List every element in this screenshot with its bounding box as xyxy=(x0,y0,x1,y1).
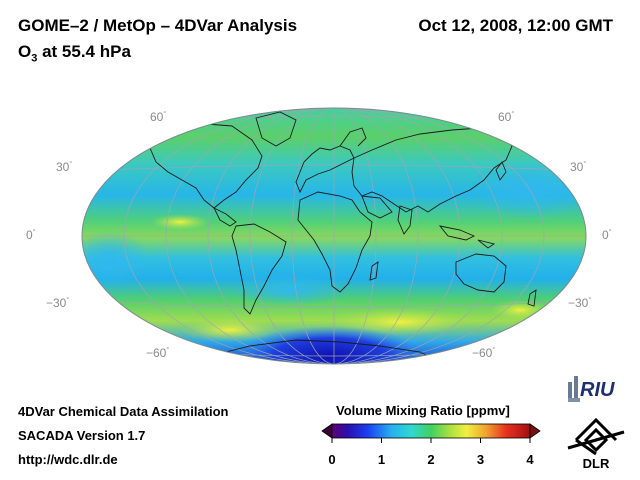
colorbar-tick-2: 2 xyxy=(427,452,435,467)
colorbar-min-arrow xyxy=(321,423,333,439)
riu-logo: RIU xyxy=(568,376,615,402)
lat-label-right-30: 30° xyxy=(570,160,587,174)
graticule xyxy=(82,108,586,364)
coastlines xyxy=(149,111,537,363)
ozone-field xyxy=(82,108,586,364)
lat-label-right-minus30: −30° xyxy=(568,296,592,310)
lat-label-left-minus30: −30° xyxy=(46,296,70,310)
svg-text:RIU: RIU xyxy=(580,379,615,401)
colorbar-tick-4: 4 xyxy=(526,452,534,467)
map-outline xyxy=(81,107,587,365)
lat-label-left-minus60: −60° xyxy=(146,346,170,360)
colorbar xyxy=(321,423,541,443)
species-level-title: O3 at 55.4 hPa xyxy=(18,42,131,65)
lat-label-left-0: 0° xyxy=(26,228,36,242)
dlr-logo: DLR xyxy=(567,417,625,470)
colorbar-max-arrow xyxy=(529,423,541,439)
colorbar-title: Volume Mixing Ratio [ppmv] xyxy=(336,403,510,418)
lat-label-left-30: 30° xyxy=(56,160,73,174)
lat-label-left-60: 60° xyxy=(150,110,167,124)
product-title: GOME–2 / MetOp – 4DVar Analysis xyxy=(18,16,298,35)
lat-label-right-0: 0° xyxy=(602,228,612,242)
colorbar-tick-1: 1 xyxy=(377,452,386,467)
colorbar-tick-3: 3 xyxy=(476,452,485,467)
colorbar-tick-0: 0 xyxy=(328,452,336,467)
colorbar-gradient xyxy=(331,423,531,439)
analysis-datetime: Oct 12, 2008, 12:00 GMT xyxy=(418,16,613,35)
footer-line-assimilation: 4DVar Chemical Data Assimilation xyxy=(18,404,229,419)
lat-label-right-60: 60° xyxy=(498,110,515,124)
svg-text:DLR: DLR xyxy=(583,456,610,470)
lat-label-right-minus60: −60° xyxy=(472,346,496,360)
footer-url-link[interactable]: http://wdc.dlr.de xyxy=(18,452,118,467)
footer-line-version: SACADA Version 1.7 xyxy=(18,428,146,443)
